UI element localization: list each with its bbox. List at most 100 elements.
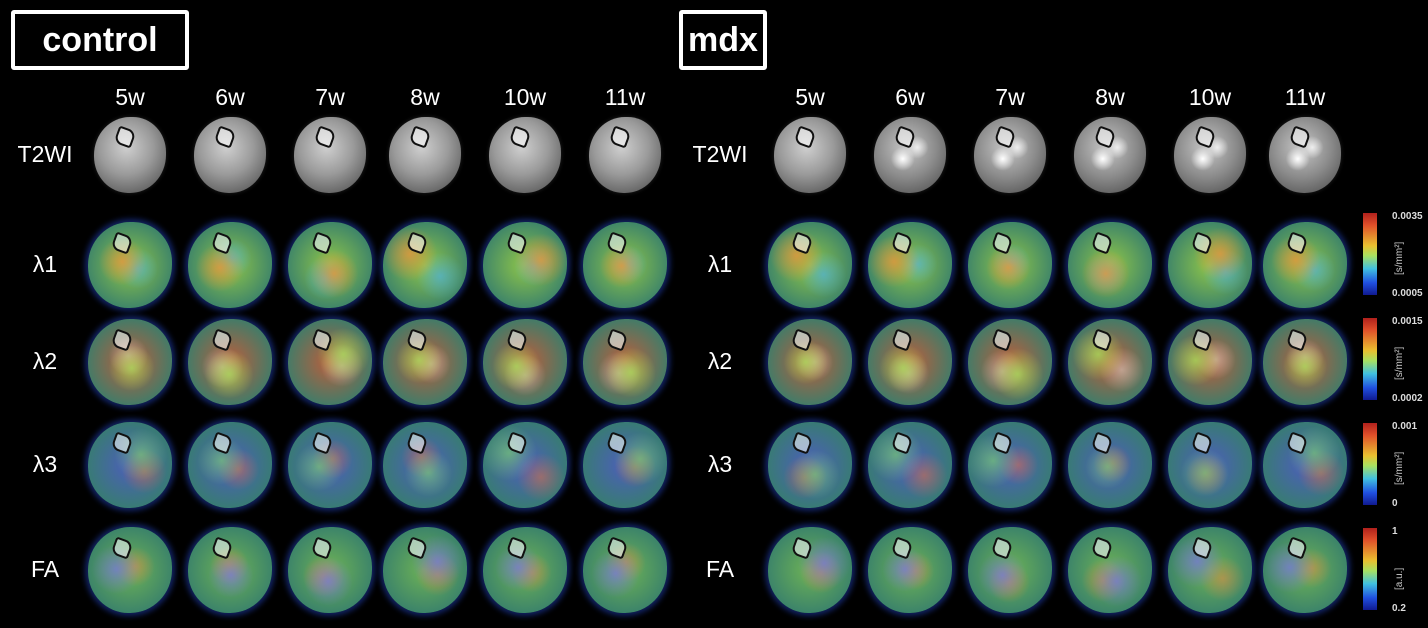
parameter-map-image <box>188 319 272 405</box>
bone-outline <box>1193 125 1217 149</box>
row-label: λ3 <box>32 451 58 477</box>
parameter-map-image <box>768 422 852 508</box>
parameter-map-image <box>88 222 172 308</box>
colorbar-unit-label: [s/mm²] <box>1394 241 1405 275</box>
colorbar-max-label: 1 <box>1392 526 1398 537</box>
bone-outline <box>990 231 1014 255</box>
colorbar-max-label: 0.0035 <box>1392 211 1423 222</box>
parameter-map-image <box>1168 222 1252 308</box>
bone-outline <box>113 125 137 149</box>
parameter-map-image <box>1263 422 1347 508</box>
parameter-map-image <box>288 422 372 508</box>
parameter-map-image <box>88 527 172 613</box>
bone-outline <box>1090 328 1114 352</box>
bone-outline <box>605 328 629 352</box>
parameter-map-image <box>1068 422 1152 508</box>
bone-outline <box>605 231 629 255</box>
t2wi-image <box>1174 117 1246 193</box>
bone-outline <box>210 536 234 560</box>
bone-outline <box>1285 328 1309 352</box>
bone-outline <box>1285 431 1309 455</box>
bone-outline <box>893 125 917 149</box>
parameter-map-image <box>768 319 852 405</box>
bone-outline <box>313 125 337 149</box>
bone-outline <box>405 231 429 255</box>
parameter-map-image <box>383 527 467 613</box>
parameter-map-image <box>968 222 1052 308</box>
parameter-map-image <box>288 222 372 308</box>
bone-outline <box>1285 231 1309 255</box>
colorbar-unit-label: [s/mm²] <box>1394 346 1405 380</box>
parameter-map-image <box>1068 319 1152 405</box>
column-label: 5w <box>115 84 145 110</box>
bone-outline <box>1093 125 1117 149</box>
bone-outline <box>405 431 429 455</box>
bone-outline <box>1288 125 1312 149</box>
bone-outline <box>110 328 134 352</box>
colorbar-min-label: 0.2 <box>1392 603 1406 614</box>
parameter-map-image <box>968 527 1052 613</box>
bone-outline <box>790 431 814 455</box>
parameter-map-image <box>868 422 952 508</box>
bone-outline <box>505 536 529 560</box>
parameter-map-image <box>88 319 172 405</box>
colorbar <box>1363 528 1377 610</box>
parameter-map-image <box>188 422 272 508</box>
bone-outline <box>1190 231 1214 255</box>
row-label: λ2 <box>707 348 733 374</box>
parameter-map-image <box>1263 527 1347 613</box>
column-label: 10w <box>503 84 547 110</box>
bone-outline <box>310 431 334 455</box>
t2wi-image <box>489 117 561 193</box>
bone-outline <box>790 231 814 255</box>
bone-outline <box>505 328 529 352</box>
bone-outline <box>310 231 334 255</box>
parameter-map-image <box>868 527 952 613</box>
bone-outline <box>110 431 134 455</box>
bone-outline <box>110 536 134 560</box>
parameter-map-image <box>1068 527 1152 613</box>
column-label: 11w <box>604 84 646 110</box>
bone-outline <box>405 536 429 560</box>
parameter-map-image <box>188 222 272 308</box>
parameter-map-image <box>1168 422 1252 508</box>
bone-outline <box>790 536 814 560</box>
column-label: 8w <box>1095 84 1125 110</box>
bone-outline <box>890 328 914 352</box>
parameter-map-image <box>968 422 1052 508</box>
parameter-map-image <box>1168 319 1252 405</box>
bone-outline <box>508 125 532 149</box>
parameter-map-image <box>483 319 567 405</box>
t2wi-image <box>774 117 846 193</box>
bone-outline <box>793 125 817 149</box>
parameter-map-image <box>1263 319 1347 405</box>
row-label: FA <box>705 556 735 582</box>
bone-outline <box>1090 231 1114 255</box>
bone-outline <box>408 125 432 149</box>
bone-outline <box>990 328 1014 352</box>
parameter-map-image <box>768 222 852 308</box>
bone-outline <box>990 431 1014 455</box>
t2wi-image <box>874 117 946 193</box>
bone-outline <box>1190 536 1214 560</box>
parameter-map-image <box>383 422 467 508</box>
parameter-map-image <box>583 222 667 308</box>
parameter-map-image <box>868 222 952 308</box>
column-label: 6w <box>215 84 245 110</box>
bone-outline <box>110 231 134 255</box>
bone-outline <box>1090 431 1114 455</box>
parameter-map-image <box>583 422 667 508</box>
parameter-map-image <box>1263 222 1347 308</box>
parameter-map-image <box>88 422 172 508</box>
column-label: 5w <box>795 84 825 110</box>
parameter-map-image <box>483 222 567 308</box>
column-label: 8w <box>410 84 440 110</box>
column-label: 6w <box>895 84 925 110</box>
column-label: 7w <box>995 84 1025 110</box>
parameter-map-image <box>383 319 467 405</box>
bone-outline <box>213 125 237 149</box>
bone-outline <box>990 536 1014 560</box>
bone-outline <box>605 431 629 455</box>
t2wi-image <box>194 117 266 193</box>
bone-outline <box>210 328 234 352</box>
